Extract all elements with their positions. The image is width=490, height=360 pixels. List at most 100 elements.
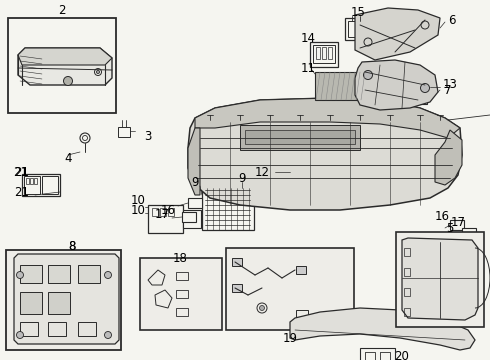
Bar <box>118 127 130 137</box>
Polygon shape <box>402 238 478 320</box>
Text: 5: 5 <box>446 221 454 234</box>
Bar <box>20 322 38 336</box>
Text: 10: 10 <box>130 203 146 216</box>
Bar <box>345 18 373 40</box>
Bar <box>48 292 70 314</box>
Bar <box>78 322 96 336</box>
Circle shape <box>104 332 112 338</box>
Bar <box>348 21 370 37</box>
Bar <box>34 178 37 184</box>
Bar <box>20 265 42 283</box>
Circle shape <box>64 77 73 85</box>
Bar <box>296 266 306 274</box>
Text: 21: 21 <box>14 166 28 179</box>
Bar <box>78 265 100 283</box>
Text: 6: 6 <box>448 13 456 27</box>
Bar <box>22 174 60 196</box>
Polygon shape <box>188 98 462 210</box>
Bar <box>310 42 338 67</box>
Text: 12: 12 <box>254 166 270 179</box>
Text: 17: 17 <box>450 216 465 229</box>
Bar <box>226 248 354 330</box>
Text: 20: 20 <box>394 350 410 360</box>
Bar <box>296 310 308 320</box>
Bar <box>176 308 188 316</box>
Bar <box>152 208 158 216</box>
Text: 16: 16 <box>161 203 175 216</box>
Text: 16: 16 <box>435 210 449 222</box>
Text: 21: 21 <box>15 185 29 198</box>
Polygon shape <box>188 128 200 195</box>
Text: 9: 9 <box>191 175 199 189</box>
Bar <box>450 220 464 230</box>
Bar <box>188 198 202 208</box>
Polygon shape <box>290 308 475 350</box>
Bar <box>245 130 355 144</box>
Polygon shape <box>355 8 440 60</box>
Circle shape <box>17 332 24 338</box>
Text: 8: 8 <box>68 239 75 252</box>
Text: 9: 9 <box>238 171 246 184</box>
Text: 2: 2 <box>58 4 66 18</box>
Text: 11: 11 <box>300 62 316 75</box>
Circle shape <box>104 271 112 279</box>
Polygon shape <box>355 60 438 110</box>
Text: 4: 4 <box>64 152 72 165</box>
Bar <box>48 265 70 283</box>
Polygon shape <box>18 48 112 65</box>
Bar <box>375 85 424 101</box>
Text: 17: 17 <box>154 208 170 221</box>
Polygon shape <box>435 130 462 185</box>
Bar <box>462 228 476 238</box>
Bar <box>360 348 395 360</box>
Bar <box>404 248 410 256</box>
Bar <box>396 232 484 327</box>
Polygon shape <box>14 254 119 344</box>
Text: 14: 14 <box>300 31 316 45</box>
Bar <box>404 288 410 296</box>
Text: 3: 3 <box>145 130 152 143</box>
Bar <box>182 212 196 222</box>
Polygon shape <box>195 98 460 138</box>
Text: 13: 13 <box>442 78 458 91</box>
Circle shape <box>260 306 265 310</box>
Text: 19: 19 <box>283 332 297 345</box>
Bar <box>404 308 410 316</box>
Bar <box>202 185 254 230</box>
Bar <box>328 47 332 59</box>
Bar <box>30 178 33 184</box>
Bar <box>176 290 188 298</box>
Bar <box>372 82 427 104</box>
Bar <box>316 47 320 59</box>
Text: 18: 18 <box>172 252 188 265</box>
Circle shape <box>97 71 99 73</box>
Text: 7: 7 <box>444 84 452 96</box>
Bar <box>176 272 188 280</box>
Circle shape <box>17 271 24 279</box>
Bar <box>313 45 335 63</box>
Bar <box>24 176 40 194</box>
Bar <box>140 258 222 330</box>
Bar <box>240 125 360 150</box>
Circle shape <box>420 84 430 93</box>
Bar <box>404 268 410 276</box>
Bar <box>8 18 116 113</box>
Bar <box>322 47 326 59</box>
Bar <box>315 72 370 100</box>
Circle shape <box>364 71 372 80</box>
Bar <box>365 352 375 360</box>
Bar <box>168 208 174 216</box>
Text: 8: 8 <box>68 239 75 252</box>
Bar <box>232 284 242 292</box>
Bar <box>380 352 390 360</box>
Polygon shape <box>18 48 112 85</box>
Bar <box>183 210 201 228</box>
Bar <box>26 178 29 184</box>
Text: 15: 15 <box>350 5 366 18</box>
Bar <box>20 292 42 314</box>
Bar <box>160 208 166 216</box>
Bar <box>6 250 121 350</box>
Text: 10: 10 <box>130 194 146 207</box>
Text: 21: 21 <box>15 166 29 179</box>
Bar <box>42 176 58 194</box>
